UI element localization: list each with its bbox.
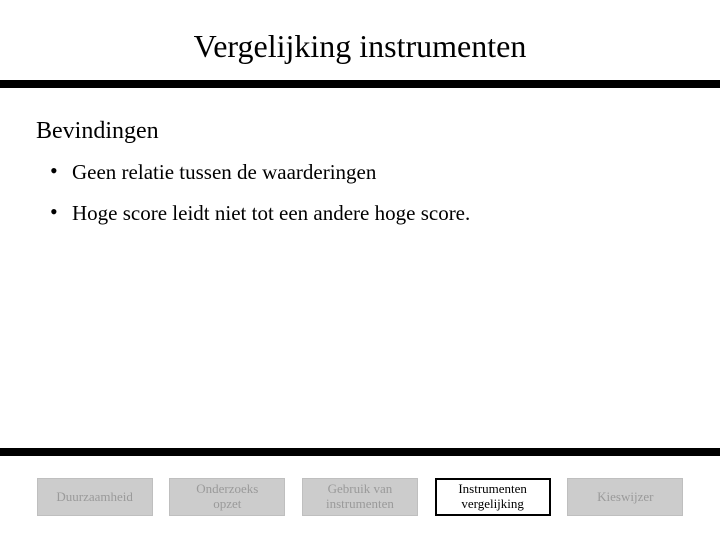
subheading: Bevindingen (36, 118, 684, 145)
divider-top (0, 80, 720, 88)
nav-bar: Duurzaamheid Onderzoeks opzet Gebruik va… (0, 478, 720, 516)
nav-label: Instrumenten vergelijking (458, 482, 527, 512)
nav-label: Kieswijzer (597, 490, 653, 505)
nav-item-duurzaamheid[interactable]: Duurzaamheid (37, 478, 153, 516)
nav-label: Duurzaamheid (56, 490, 133, 505)
slide: Vergelijking instrumenten Bevindingen Ge… (0, 0, 720, 540)
bullet-item: Geen relatie tussen de waarderingen (50, 159, 490, 186)
nav-item-instrumenten-vergelijking[interactable]: Instrumenten vergelijking (435, 478, 551, 516)
nav-label: Onderzoeks opzet (196, 482, 258, 512)
bullet-list: Geen relatie tussen de waarderingen Hoge… (50, 159, 684, 227)
divider-bottom (0, 448, 720, 456)
nav-item-kieswijzer[interactable]: Kieswijzer (567, 478, 683, 516)
slide-body: Bevindingen Geen relatie tussen de waard… (36, 118, 684, 241)
nav-item-gebruik-van-instrumenten[interactable]: Gebruik van instrumenten (302, 478, 418, 516)
slide-title: Vergelijking instrumenten (0, 28, 720, 65)
title-wrap: Vergelijking instrumenten (0, 0, 720, 65)
bullet-item: Hoge score leidt niet tot een andere hog… (50, 200, 490, 227)
nav-label: Gebruik van instrumenten (326, 482, 394, 512)
nav-item-onderzoeksopzet[interactable]: Onderzoeks opzet (169, 478, 285, 516)
